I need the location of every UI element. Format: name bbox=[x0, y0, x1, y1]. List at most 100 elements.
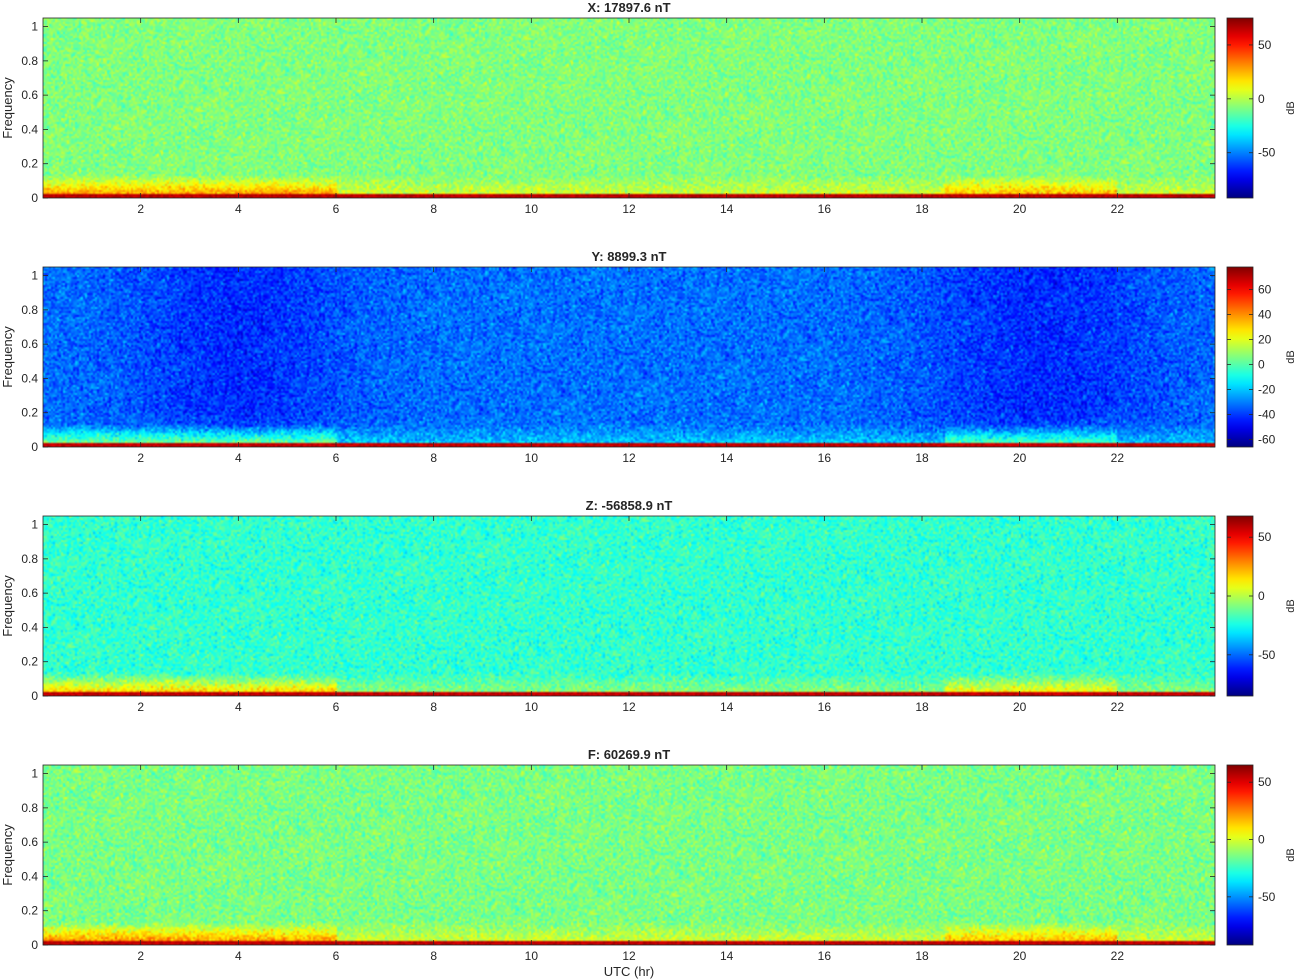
x-tick-label: 14 bbox=[720, 451, 734, 465]
colorbar-tick-label: 0 bbox=[1258, 833, 1265, 847]
colorbar-tick-label: -60 bbox=[1258, 433, 1276, 447]
panel-title: F: 60269.9 nT bbox=[588, 747, 670, 762]
x-tick-label: 8 bbox=[430, 202, 437, 216]
y-tick-label: 0.4 bbox=[21, 620, 38, 634]
colorbar-gradient bbox=[1226, 764, 1254, 946]
colorbar-tick-label: 60 bbox=[1258, 283, 1272, 297]
spectrogram-image-2 bbox=[43, 267, 1215, 447]
y-tick-label: 0.8 bbox=[21, 54, 38, 68]
y-tick-label: 0.4 bbox=[21, 869, 38, 883]
y-tick-label: 1 bbox=[31, 20, 38, 34]
colorbar-tick-label: -40 bbox=[1258, 408, 1276, 422]
panel-2: Y: 8899.3 nT2 4 6 8 10 12 14 16 18 20 2200.20.40.6… bbox=[0, 249, 1297, 465]
y-axis-label: Frequency bbox=[0, 575, 15, 637]
x-tick-label: 2 bbox=[137, 949, 144, 963]
x-tick-label: 6 bbox=[333, 202, 340, 216]
x-tick-label: 12 bbox=[622, 700, 636, 714]
x-tick-label: 8 bbox=[430, 700, 437, 714]
y-tick-label: 0.4 bbox=[21, 122, 38, 136]
y-axis-label: Frequency bbox=[0, 326, 15, 388]
x-tick-label: 14 bbox=[720, 949, 734, 963]
colorbar-label: dB bbox=[1285, 350, 1297, 363]
x-tick-label: 16 bbox=[818, 451, 832, 465]
y-tick-label: 0.6 bbox=[21, 835, 38, 849]
colorbar-tick-label: -20 bbox=[1258, 383, 1276, 397]
x-tick-label: 14 bbox=[720, 700, 734, 714]
x-tick-label: 18 bbox=[915, 700, 929, 714]
colorbar-tick-label: 0 bbox=[1258, 589, 1265, 603]
x-tick-label: 16 bbox=[818, 949, 832, 963]
y-tick-label: 1 bbox=[31, 269, 38, 283]
y-tick-label: 1 bbox=[31, 767, 38, 781]
y-tick-label: 0.6 bbox=[21, 586, 38, 600]
x-tick-label: 18 bbox=[915, 451, 929, 465]
colorbar-gradient bbox=[1226, 266, 1254, 448]
x-tick-label: 20 bbox=[1013, 949, 1027, 963]
x-tick-label: 10 bbox=[525, 202, 539, 216]
x-tick-label: 8 bbox=[430, 949, 437, 963]
x-tick-label: 16 bbox=[818, 700, 832, 714]
colorbar-tick-label: 50 bbox=[1258, 775, 1272, 789]
x-tick-label: 20 bbox=[1013, 202, 1027, 216]
x-tick-label: 6 bbox=[333, 949, 340, 963]
colorbar-tick-label: 50 bbox=[1258, 530, 1272, 544]
y-tick-label: 0 bbox=[31, 689, 38, 703]
y-tick-label: 0.8 bbox=[21, 303, 38, 317]
x-tick-label: 6 bbox=[333, 700, 340, 714]
spectrogram-image-4 bbox=[43, 765, 1215, 945]
colorbar-label: dB bbox=[1285, 101, 1297, 114]
y-tick-label: 0.2 bbox=[21, 157, 38, 171]
y-tick-label: 0 bbox=[31, 938, 38, 952]
spectrogram-image-3 bbox=[43, 516, 1215, 696]
colorbar-tick-label: 20 bbox=[1258, 333, 1272, 347]
colorbar-tick-label: 50 bbox=[1258, 38, 1272, 52]
x-axis-label: UTC (hr) bbox=[604, 964, 655, 979]
panel-title: Y: 8899.3 nT bbox=[592, 249, 667, 264]
x-tick-label: 2 bbox=[137, 700, 144, 714]
colorbar-tick-label: 0 bbox=[1258, 92, 1265, 106]
colorbar-1: 50 0 -50 dB bbox=[1226, 17, 1297, 199]
x-tick-label: 14 bbox=[720, 202, 734, 216]
y-tick-label: 0.4 bbox=[21, 371, 38, 385]
y-tick-label: 1 bbox=[31, 518, 38, 532]
x-tick-label: 16 bbox=[818, 202, 832, 216]
x-tick-label: 4 bbox=[235, 949, 242, 963]
x-tick-label: 20 bbox=[1013, 451, 1027, 465]
panel-4: F: 60269.9 nT2 4 6 8 10 12 14 16 18 20 2200.20.40.… bbox=[0, 747, 1297, 979]
y-axis-label: Frequency bbox=[0, 77, 15, 139]
y-tick-label: 0.2 bbox=[21, 406, 38, 420]
x-tick-label: 12 bbox=[622, 202, 636, 216]
y-tick-label: 0.2 bbox=[21, 655, 38, 669]
x-tick-label: 18 bbox=[915, 949, 929, 963]
y-tick-label: 0 bbox=[31, 440, 38, 454]
y-tick-label: 0.8 bbox=[21, 801, 38, 815]
colorbar-tick-label: -50 bbox=[1258, 146, 1276, 160]
x-tick-label: 12 bbox=[622, 451, 636, 465]
x-tick-label: 18 bbox=[915, 202, 929, 216]
colorbar-tick-label: -50 bbox=[1258, 648, 1276, 662]
colorbar-tick-label: -50 bbox=[1258, 890, 1276, 904]
panel-1: X: 17897.6 nT2 4 6 8 10 12 14 16 18 20 2200.20.40.… bbox=[0, 0, 1297, 216]
panel-title: Z: -56858.9 nT bbox=[586, 498, 673, 513]
colorbar-label: dB bbox=[1285, 599, 1297, 612]
colorbar-tick-label: 40 bbox=[1258, 308, 1272, 322]
y-tick-label: 0.6 bbox=[21, 88, 38, 102]
x-tick-label: 20 bbox=[1013, 700, 1027, 714]
x-tick-label: 12 bbox=[622, 949, 636, 963]
x-tick-label: 10 bbox=[525, 451, 539, 465]
x-tick-label: 22 bbox=[1111, 451, 1125, 465]
x-tick-label: 4 bbox=[235, 700, 242, 714]
x-tick-label: 22 bbox=[1111, 202, 1125, 216]
y-tick-label: 0.2 bbox=[21, 904, 38, 918]
x-tick-label: 10 bbox=[525, 949, 539, 963]
x-tick-label: 22 bbox=[1111, 700, 1125, 714]
x-tick-label: 4 bbox=[235, 202, 242, 216]
x-tick-label: 4 bbox=[235, 451, 242, 465]
x-tick-label: 2 bbox=[137, 451, 144, 465]
y-tick-label: 0 bbox=[31, 191, 38, 205]
y-tick-label: 0.6 bbox=[21, 337, 38, 351]
x-tick-label: 22 bbox=[1111, 949, 1125, 963]
y-tick-label: 0.8 bbox=[21, 552, 38, 566]
colorbar-gradient bbox=[1226, 17, 1254, 199]
